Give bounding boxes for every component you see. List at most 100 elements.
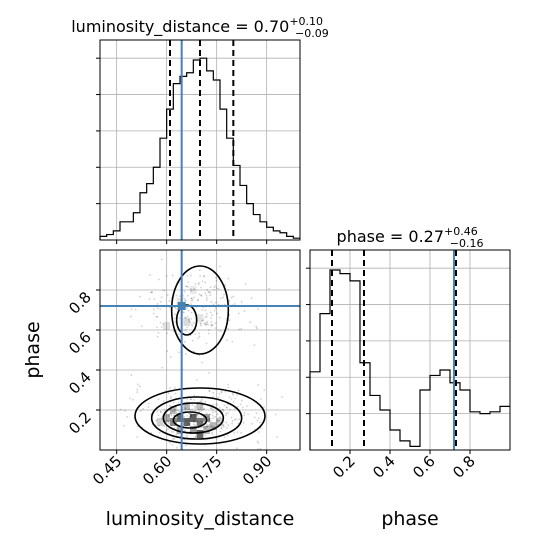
sample-point <box>170 409 172 412</box>
sample-point <box>199 400 202 403</box>
sample-point <box>174 313 177 316</box>
sample-point <box>212 403 215 406</box>
x-tick-label: 0.45 <box>89 452 125 488</box>
sample-point <box>152 308 155 311</box>
sample-point <box>258 421 261 424</box>
sample-point <box>243 414 246 417</box>
sample-point <box>147 406 150 408</box>
sample-point <box>226 339 228 342</box>
sample-point <box>178 351 181 354</box>
sample-point <box>123 424 126 427</box>
sample-point <box>174 386 176 389</box>
sample-point <box>173 317 176 320</box>
sample-point <box>251 422 254 425</box>
sample-point <box>237 422 240 425</box>
sample-point <box>173 438 176 441</box>
sample-point <box>174 321 177 324</box>
sample-point <box>183 297 186 300</box>
density-cell <box>183 418 190 426</box>
sample-point <box>184 317 187 319</box>
luminosity-distance-title-sup: +0.10 <box>289 15 323 28</box>
sample-point <box>255 325 258 328</box>
sample-point <box>175 433 178 436</box>
sample-point <box>241 399 243 402</box>
sample-point <box>219 430 222 433</box>
sample-point <box>199 406 202 409</box>
sample-point <box>194 282 197 285</box>
sample-point <box>231 392 234 395</box>
sample-point <box>195 406 197 408</box>
sample-point <box>151 291 154 294</box>
sample-point <box>156 411 159 413</box>
sample-point <box>126 416 129 418</box>
sample-point <box>281 396 283 399</box>
sample-point <box>240 300 243 303</box>
sample-point <box>235 418 238 421</box>
sample-point <box>232 295 235 298</box>
sample-point <box>197 414 199 416</box>
sample-point <box>188 408 190 411</box>
sample-point <box>189 288 192 290</box>
sample-point <box>212 391 215 394</box>
sample-point <box>191 339 194 342</box>
sample-point <box>258 431 260 433</box>
sample-point <box>220 427 223 430</box>
sample-point <box>217 417 219 420</box>
sample-point <box>153 298 156 300</box>
sample-point <box>218 420 220 422</box>
sample-point <box>193 288 196 291</box>
sample-point <box>190 311 193 314</box>
phase-title-sup: +0.46 <box>444 225 478 238</box>
sample-point <box>190 398 192 401</box>
sample-point <box>216 419 218 422</box>
sample-point <box>184 329 187 331</box>
sample-point <box>206 289 208 291</box>
sample-point <box>227 424 230 427</box>
sample-point <box>225 406 228 409</box>
sample-point <box>204 309 207 312</box>
phase-y-label: phase <box>22 321 44 378</box>
sample-point <box>191 404 194 406</box>
sample-point <box>124 409 126 412</box>
sample-point <box>222 425 225 428</box>
sample-point <box>208 417 211 420</box>
sample-point <box>194 409 197 412</box>
sample-point <box>236 393 239 396</box>
sample-point <box>217 329 220 332</box>
sample-point <box>205 294 208 297</box>
sample-point <box>246 405 248 407</box>
sample-point <box>186 274 189 277</box>
sample-point <box>225 406 228 409</box>
sample-point <box>199 322 202 324</box>
sample-point <box>183 438 186 441</box>
sample-point <box>208 418 211 421</box>
sample-point <box>231 419 234 422</box>
sample-point <box>156 307 159 310</box>
sample-point <box>240 328 243 330</box>
sample-point <box>193 421 196 424</box>
sample-point <box>208 329 210 332</box>
sample-point <box>193 405 196 408</box>
sample-point <box>208 389 211 392</box>
sample-point <box>140 325 143 328</box>
sample-point <box>203 407 206 410</box>
sample-point <box>190 317 193 320</box>
sample-point <box>220 390 223 393</box>
sample-point <box>200 399 203 402</box>
sample-point <box>196 298 199 301</box>
sample-point <box>268 288 271 290</box>
sample-point <box>207 418 210 421</box>
sample-point <box>173 410 176 413</box>
sample-point <box>205 412 208 415</box>
sample-point <box>208 291 211 294</box>
sample-point <box>184 444 187 447</box>
y-tick-label: 0.6 <box>65 328 95 358</box>
sample-point <box>203 426 206 429</box>
sample-point <box>150 291 153 294</box>
sample-point <box>242 406 244 409</box>
sample-point <box>190 297 193 300</box>
sample-point <box>156 335 159 338</box>
sample-point <box>171 443 174 446</box>
density-cell <box>196 314 204 322</box>
